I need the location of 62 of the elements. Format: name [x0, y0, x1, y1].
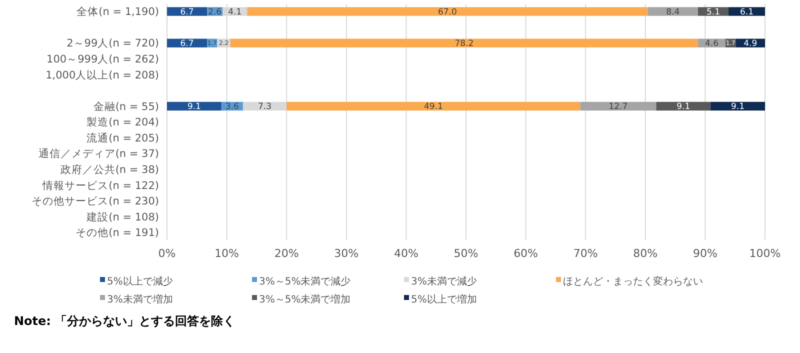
- bar: [648, 7, 698, 16]
- data-label: 6.1: [740, 7, 754, 18]
- y-tick-label: 製造(n = 204): [86, 116, 159, 129]
- y-tick-label: 全体(n = 1,190): [76, 6, 159, 18]
- data-label: 9.1: [187, 102, 201, 112]
- y-tick-label: 流通(n = 205): [86, 131, 159, 144]
- bar: [230, 38, 698, 48]
- y-tick-label: 金融(n = 55): [93, 100, 159, 113]
- x-tick-label: 70%: [573, 247, 598, 260]
- x-tick-label: 40%: [394, 247, 418, 260]
- legend-label: ほとんど・まったく変わらない: [563, 276, 703, 288]
- x-tick-label: 60%: [514, 247, 538, 260]
- x-tick-label: 100%: [749, 247, 781, 260]
- bar: [728, 7, 765, 16]
- text: Note: 「分からない」とする回答を除く: [14, 314, 236, 328]
- legend-label: 5%以上で減少: [107, 276, 173, 288]
- x-tick-label: 0%: [158, 247, 176, 260]
- legend-label: 5%以上で増加: [411, 294, 477, 306]
- bar: [656, 102, 711, 111]
- data-label: 6.7: [180, 7, 194, 18]
- bar: [167, 38, 208, 48]
- y-tick-label: 100～999人(n = 262): [46, 54, 159, 66]
- data-label: 9.1: [731, 102, 745, 112]
- x-tick-label: 50%: [454, 247, 478, 260]
- y-tick-label: 政府／公共(n = 38): [60, 163, 159, 176]
- bar: [247, 7, 648, 16]
- data-label: 4.9: [744, 39, 758, 50]
- x-tick-label: 90%: [692, 247, 718, 260]
- data-label: 6.7: [180, 39, 194, 50]
- data-label: 2.6: [208, 7, 222, 18]
- y-tick-label: 1,000人以上(n = 208): [46, 68, 159, 82]
- y-tick-label: その他(n = 191): [76, 227, 159, 240]
- bar: [167, 7, 208, 16]
- x-tick-label: 20%: [274, 247, 299, 260]
- y-tick-label: その他サービス(n = 230): [32, 196, 159, 208]
- legend-label: 3%未満で減少: [411, 276, 477, 288]
- data-label: 7.3: [258, 102, 272, 112]
- data-label: 49.1: [424, 102, 443, 112]
- legend-label: 3%未満で増加: [107, 294, 173, 306]
- data-label: 8.4: [666, 7, 680, 18]
- y-tick-label: 通信／メディア(n = 37): [38, 147, 159, 160]
- x-tick-label: 30%: [334, 247, 359, 260]
- y-tick-label: 建設(n = 108): [86, 210, 159, 224]
- bar: [580, 102, 656, 111]
- data-label: 9.1: [676, 102, 690, 112]
- bar: [698, 7, 729, 16]
- legend-label: 3%～5%未満で増加: [259, 294, 351, 306]
- data-label: 5.1: [706, 7, 720, 18]
- y-tick-label: 情報サービス(n = 122): [42, 178, 159, 192]
- data-label: 3.6: [225, 102, 239, 112]
- data-label: 78.2: [454, 39, 474, 50]
- bar: [710, 102, 765, 111]
- bar: [286, 102, 580, 111]
- y-tick-label: 2～99人(n = 720): [66, 38, 159, 50]
- x-tick-label: 80%: [633, 247, 658, 260]
- data-label: 12.7: [608, 102, 628, 112]
- bar: [167, 102, 222, 111]
- legend-label: 3%～5%未満で減少: [259, 276, 351, 288]
- data-label: 4.1: [228, 7, 242, 18]
- data-label: 67.0: [438, 7, 457, 18]
- data-label: 4.6: [705, 39, 719, 50]
- x-tick-label: 10%: [214, 247, 240, 260]
